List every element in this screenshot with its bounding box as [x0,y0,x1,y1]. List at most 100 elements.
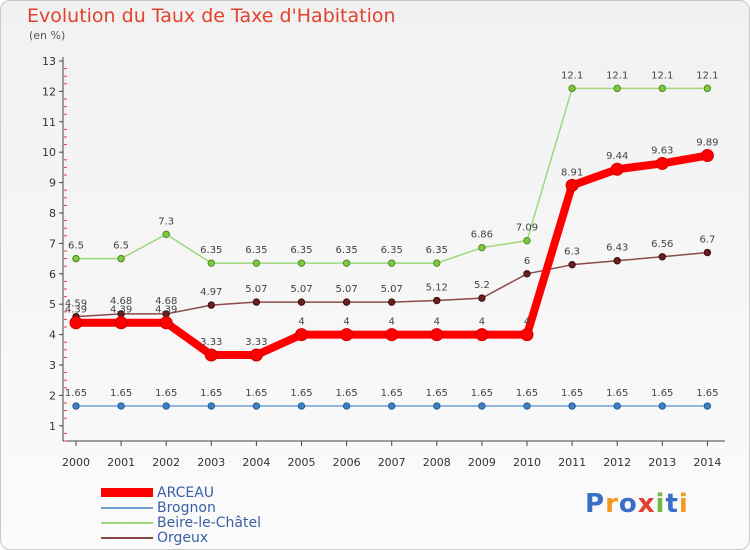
data-point-brognon [658,402,666,410]
data-point-orgeux [523,270,531,278]
data-point-orgeux [207,301,216,309]
data-point-brognon [207,402,216,410]
data-label-brognon: 1.65 [245,388,267,399]
data-label-arceau: 4.39 [155,305,177,316]
data-label-brognon: 1.65 [290,388,312,399]
data-label-arceau: 4 [524,317,530,328]
brand-letter: P [585,489,606,519]
data-label-orgeux: 4.59 [65,299,87,310]
data-point-arceau [249,348,263,362]
data-label-brognon: 1.65 [335,388,357,399]
data-point-arceau [295,328,308,342]
data-label-arceau: 9.44 [606,151,628,162]
data-point-beire-le-chatel [703,84,712,93]
data-label-beire-le-chatel: 6.35 [335,245,357,256]
data-point-brognon [523,402,531,410]
data-label-brognon: 1.65 [110,388,132,399]
legend-swatch [101,506,153,509]
data-label-brognon: 1.65 [651,388,673,399]
data-label-brognon: 1.65 [696,388,718,399]
data-point-beire-le-chatel [162,230,170,238]
data-point-orgeux [478,294,486,302]
data-point-brognon [388,402,396,410]
data-label-brognon: 1.65 [426,388,448,399]
legend-swatch [101,488,153,497]
legend-item-brognon: Brognon [101,500,261,515]
data-point-orgeux [252,298,261,306]
data-point-arceau [340,328,354,342]
brand-letter: t [665,489,679,519]
chart-title: Evolution du Taux de Taxe d'Habitation [27,5,396,27]
data-label-orgeux: 6.56 [651,239,673,250]
data-point-arceau [700,149,714,163]
brand-letter: r [605,489,619,519]
data-label-brognon: 1.65 [200,388,222,399]
data-point-beire-le-chatel [478,243,486,252]
data-point-beire-le-chatel [523,236,531,245]
y-tick-label: 8 [49,207,56,220]
data-label-arceau: 9.63 [651,145,673,156]
legend-label: Beire-le-Châtel [157,514,261,531]
data-label-beire-le-chatel: 6.35 [426,245,448,256]
y-tick-label: 11 [42,116,56,129]
data-point-arceau [475,328,489,342]
data-label-beire-le-chatel: 6.35 [245,245,267,256]
data-label-brognon: 1.65 [516,388,538,399]
x-tick-label: 2001 [107,456,135,469]
data-label-arceau: 3.33 [245,337,267,348]
data-point-brognon [72,402,80,410]
y-tick-label: 3 [49,359,56,372]
y-tick-label: 6 [49,268,56,281]
data-point-brognon [703,402,712,410]
data-point-orgeux [703,248,712,257]
data-point-beire-le-chatel [613,84,621,93]
data-point-beire-le-chatel [72,254,80,263]
data-point-arceau [204,348,218,362]
data-label-orgeux: 4.68 [155,296,177,307]
data-label-beire-le-chatel: 6.35 [290,245,312,256]
y-tick-label: 13 [42,55,56,68]
data-label-orgeux: 6.43 [606,243,628,254]
data-point-beire-le-chatel [252,259,261,267]
y-tick-label: 4 [49,329,56,342]
data-label-arceau: 4.39 [110,305,132,316]
data-point-beire-le-chatel [433,259,441,267]
x-tick-label: 2005 [288,456,316,469]
series-line-beire-le-chatel [76,87,708,264]
brand-logo: Proxiti [585,489,689,519]
data-point-beire-le-chatel [568,84,576,93]
data-point-brognon [478,402,486,410]
legend-label: ARCEAU [157,484,215,501]
data-label-orgeux: 5.07 [381,284,403,295]
data-point-arceau [430,328,444,342]
data-point-orgeux [658,253,666,261]
data-label-beire-le-chatel: 12.1 [696,70,718,81]
data-point-orgeux [433,296,441,305]
data-point-brognon [342,402,351,410]
brand-letter: i [678,489,689,519]
data-label-beire-le-chatel: 7.09 [516,223,538,234]
data-point-arceau [610,162,624,176]
brand-letter: x [637,489,656,519]
data-point-beire-le-chatel [207,259,216,267]
data-label-beire-le-chatel: 12.1 [651,70,673,81]
y-tick-label: 5 [49,298,56,311]
legend-swatch [101,521,153,524]
data-point-orgeux [342,298,351,306]
data-point-brognon [433,402,441,410]
data-label-arceau: 8.91 [561,167,583,178]
data-point-arceau [385,328,399,342]
data-point-arceau [69,316,83,330]
data-label-brognon: 1.65 [155,388,177,399]
y-tick-label: 10 [42,146,56,159]
data-label-beire-le-chatel: 6.35 [381,245,403,256]
legend-item-beire-le-chatel: Beire-le-Châtel [101,515,261,530]
data-point-beire-le-chatel [388,259,396,267]
x-tick-label: 2004 [242,456,270,469]
data-label-arceau: 4 [389,317,395,328]
y-tick-label: 2 [49,389,56,402]
data-point-beire-le-chatel [117,254,125,263]
data-label-orgeux: 5.07 [335,284,357,295]
